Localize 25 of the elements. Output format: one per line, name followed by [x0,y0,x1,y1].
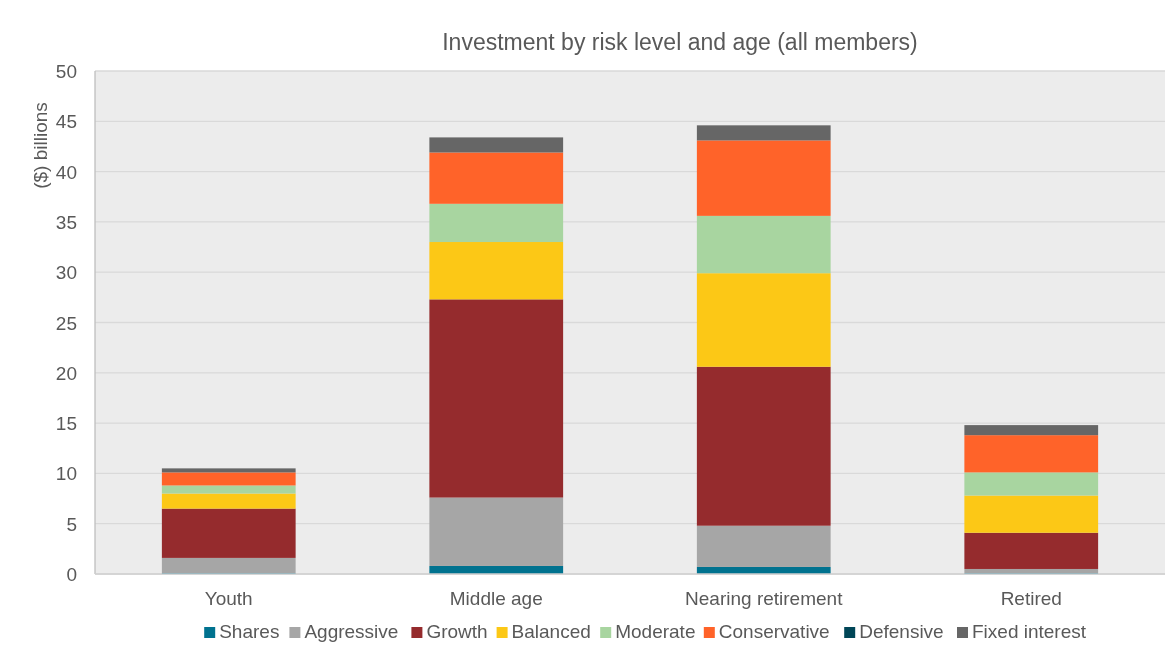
y-tick-label: 10 [55,463,77,485]
legend-label: Shares [219,621,280,642]
y-tick-label: 30 [55,262,77,284]
legend-label: Conservative [718,621,830,642]
chart-title: Investment by risk level and age (all members) [442,29,918,55]
y-tick-label: 50 [55,61,77,82]
legend-label: Balanced [511,621,591,642]
y-tick-label: 35 [55,211,77,233]
y-tick-label: 45 [55,111,77,133]
y-tick-label: 25 [55,312,77,334]
legend-label: Moderate [615,621,696,642]
x-tick-label: Youth [204,588,253,609]
legend-label: Aggressive [304,621,399,642]
x-tick-label: Nearing retirement [685,588,844,609]
legend-label: Defensive [859,621,944,642]
legend-label: Fixed interest [972,621,1087,642]
y-axis-title: ($) billions [30,102,51,189]
y-tick-label: 0 [66,564,77,585]
legend-label: Growth [426,621,488,642]
y-tick-label: 5 [66,513,77,535]
y-tick-label: 15 [55,413,77,435]
y-tick-label: 40 [55,161,77,183]
x-tick-label: Retired [1000,588,1062,609]
y-tick-label: 20 [55,362,77,384]
x-tick-label: Middle age [449,588,543,609]
